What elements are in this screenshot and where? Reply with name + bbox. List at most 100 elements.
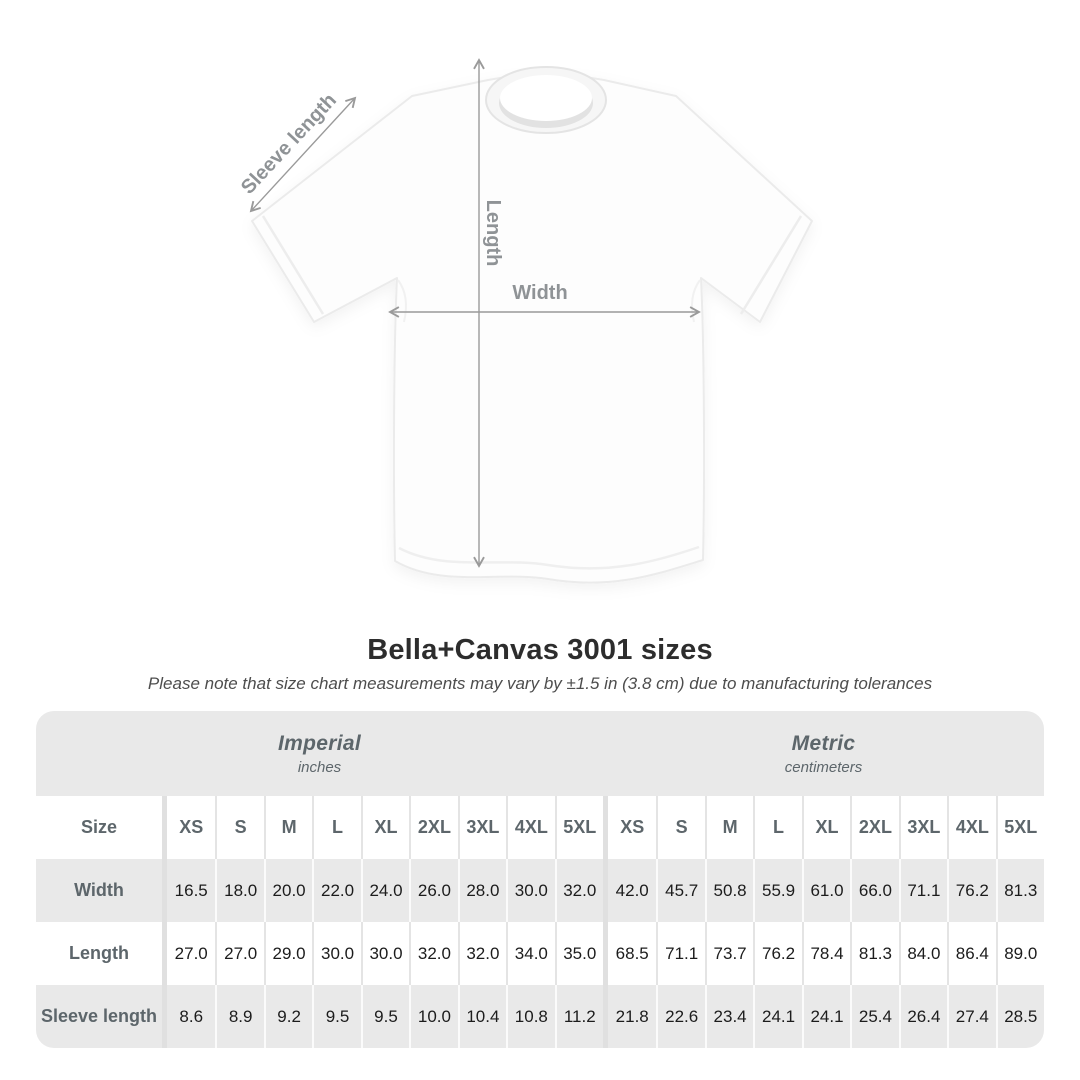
size-header-cell: S [656, 796, 704, 859]
value-cell: 84.0 [898, 922, 947, 985]
length-label: Length [482, 200, 504, 267]
size-header-cell: 2XL [850, 796, 898, 859]
size-header-cell: 3XL [898, 796, 947, 859]
value-cell: 28.0 [457, 859, 506, 922]
value-cell: 24.0 [360, 859, 409, 922]
unit-header-row: Imperial inches Metric centimeters [36, 711, 1044, 796]
value-cell: 25.4 [850, 985, 898, 1048]
value-cell: 8.9 [215, 985, 263, 1048]
sleeve-length-arrow [249, 96, 357, 213]
unit-group-imperial: Imperial inches [36, 711, 603, 796]
right-cuff-fold [739, 215, 803, 315]
group-divider [162, 922, 167, 985]
size-header-cell: XL [801, 796, 850, 859]
value-cell: 9.5 [360, 985, 409, 1048]
value-cell: 26.4 [898, 985, 947, 1048]
unit-group-sublabel: centimeters [784, 758, 863, 776]
value-cell: 8.6 [179, 1006, 204, 1026]
measurement-row: Width 16.5 18.0 20.0 22.0 24.0 26.0 28.0 30.0 32.… [36, 859, 1044, 922]
value-cell: 73.7 [704, 922, 753, 985]
row-label: Sleeve length [40, 1006, 158, 1026]
value-cell: 68.5 [615, 943, 649, 963]
value-cell: 71.1 [898, 859, 947, 922]
unit-group-label: Imperial [278, 731, 361, 755]
size-header-cell: M [263, 796, 312, 859]
width-label: Width [512, 282, 567, 304]
size-header-cell: XS [620, 817, 645, 837]
group-divider [602, 985, 608, 1048]
value-cell: 66.0 [850, 859, 898, 922]
value-cell: 22.6 [656, 985, 704, 1048]
tshirt-illustration [251, 66, 813, 584]
unit-group-sublabel: inches [297, 758, 342, 776]
value-cell: 21.8 [615, 1006, 649, 1026]
size-header-cell: 5XL [995, 796, 1044, 859]
value-cell: 30.0 [360, 922, 409, 985]
size-header-cell: 5XL [554, 796, 603, 859]
row-label: Width [74, 880, 124, 900]
value-cell: 26.0 [409, 859, 457, 922]
value-cell: 20.0 [263, 859, 312, 922]
value-cell: 30.0 [506, 859, 554, 922]
value-cell: 35.0 [554, 922, 603, 985]
value-cell: 55.9 [753, 859, 801, 922]
value-cell: 27.0 [215, 922, 263, 985]
value-cell: 18.0 [215, 859, 263, 922]
value-cell: 28.5 [995, 985, 1044, 1048]
size-header-cell: 4XL [506, 796, 554, 859]
value-cell: 32.0 [554, 859, 603, 922]
group-divider [602, 922, 608, 985]
measurement-arrows [249, 58, 701, 568]
size-header-cell: M [704, 796, 753, 859]
page-subtitle: Please note that size chart measurements… [147, 674, 933, 693]
value-cell: 16.5 [174, 880, 208, 900]
value-cell: 9.2 [263, 985, 312, 1048]
page-title: Bella+Canvas 3001 sizes [367, 634, 713, 666]
value-cell: 30.0 [312, 922, 360, 985]
value-cell: 27.4 [947, 985, 995, 1048]
value-cell: 10.0 [409, 985, 457, 1048]
value-cell: 78.4 [801, 922, 850, 985]
value-cell: 61.0 [801, 859, 850, 922]
size-header-cell: 3XL [457, 796, 506, 859]
value-cell: 89.0 [995, 922, 1044, 985]
value-cell: 24.1 [753, 985, 801, 1048]
size-header-cell: S [215, 796, 263, 859]
value-cell: 76.2 [753, 922, 801, 985]
size-header-cell: XL [360, 796, 409, 859]
group-divider [602, 796, 608, 859]
value-cell: 34.0 [506, 922, 554, 985]
value-cell: 9.5 [312, 985, 360, 1048]
measurement-row: Sleeve length 8.6 8.9 9.2 9.5 9.5 10.0 10.4 10.8… [36, 985, 1044, 1048]
value-cell: 71.1 [656, 922, 704, 985]
size-chart-table: Imperial inches Metric centimeters Size X… [36, 711, 1044, 1048]
value-cell: 10.4 [457, 985, 506, 1048]
value-cell: 45.7 [656, 859, 704, 922]
value-cell: 50.8 [704, 859, 753, 922]
measurement-row: Length 27.0 27.0 29.0 30.0 30.0 32.0 32.0 34.0 35… [36, 922, 1044, 985]
collar-opening [500, 75, 592, 121]
size-header-cell: XS [179, 817, 204, 837]
value-cell: 32.0 [457, 922, 506, 985]
size-header-cell: 4XL [947, 796, 995, 859]
value-cell: 27.0 [174, 943, 208, 963]
value-cell: 22.0 [312, 859, 360, 922]
tshirt-body [251, 73, 813, 584]
row-label: Length [69, 943, 129, 963]
value-cell: 76.2 [947, 859, 995, 922]
group-divider [162, 859, 167, 922]
tshirt-measurement-diagram: Sleeve length Length Width [237, 58, 813, 584]
group-divider [162, 985, 167, 1048]
value-cell: 32.0 [409, 922, 457, 985]
size-column-header: Size [80, 817, 118, 837]
value-cell: 23.4 [704, 985, 753, 1048]
size-header-row: Size XS S M L XL 2XL 3XL 4XL 5XL XS S M L XL 2XL 3XL 4XL 5… [36, 796, 1044, 859]
left-cuff-fold [261, 215, 325, 315]
value-cell: 86.4 [947, 922, 995, 985]
size-header-cell: L [753, 796, 801, 859]
unit-group-metric: Metric centimeters [603, 711, 1044, 796]
size-header-cell: L [312, 796, 360, 859]
value-cell: 24.1 [801, 985, 850, 1048]
unit-group-label: Metric [791, 731, 856, 755]
value-cell: 11.2 [554, 985, 603, 1048]
